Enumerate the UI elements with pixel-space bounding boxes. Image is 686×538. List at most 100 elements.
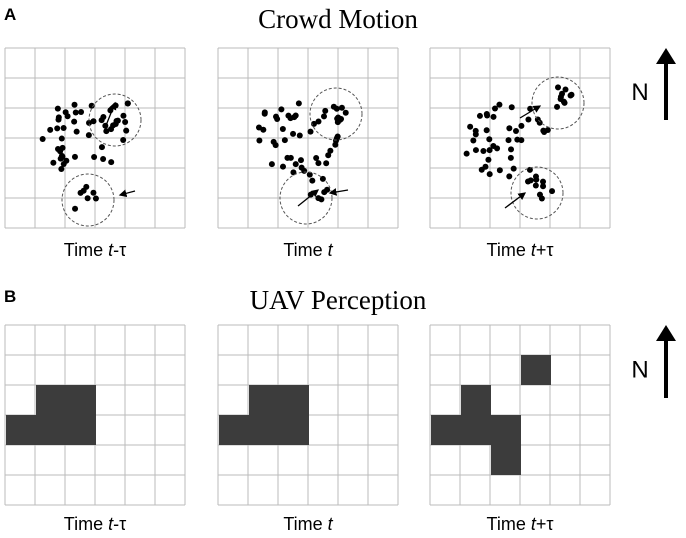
- occupied-cell: [279, 415, 309, 445]
- person-dot: [472, 131, 479, 138]
- person-dot: [332, 141, 339, 148]
- person-dot: [284, 154, 291, 161]
- person-dot: [114, 117, 121, 124]
- panel-letter: A: [4, 5, 16, 24]
- person-dot: [55, 116, 62, 123]
- occupied-cell: [66, 385, 96, 415]
- person-dot: [508, 104, 515, 111]
- person-dot: [334, 133, 341, 140]
- panel-letter: B: [4, 287, 16, 306]
- person-dot: [50, 159, 57, 166]
- person-dot: [518, 122, 525, 129]
- person-dot: [64, 113, 71, 120]
- person-dot: [279, 163, 286, 170]
- grid: [429, 47, 611, 229]
- person-dot: [268, 161, 275, 168]
- person-dot: [327, 147, 334, 154]
- person-dot: [309, 177, 316, 184]
- person-dot: [57, 155, 64, 162]
- person-dot: [47, 126, 54, 133]
- person-dot: [554, 103, 561, 110]
- time-label: Time t-τ: [64, 514, 126, 534]
- person-dot: [71, 153, 78, 160]
- north-label: N: [631, 79, 648, 106]
- occupied-cell: [249, 415, 279, 445]
- person-dot: [279, 125, 286, 132]
- label-var: t: [108, 514, 114, 534]
- person-dot: [496, 101, 503, 108]
- person-dot: [470, 137, 477, 144]
- group-ring: [531, 76, 585, 130]
- person-dot: [278, 106, 285, 113]
- person-dot: [292, 161, 299, 168]
- label-suffix: -τ: [113, 240, 126, 260]
- occupied-cell: [521, 355, 551, 385]
- person-dot: [78, 109, 85, 116]
- person-dot: [60, 124, 67, 131]
- north-arrowhead: [656, 325, 676, 341]
- person-dot: [315, 195, 322, 202]
- person-dot: [463, 150, 470, 157]
- label-var: t: [108, 240, 114, 260]
- time-label: Time t+τ: [487, 240, 554, 260]
- person-dot: [54, 125, 61, 132]
- person-dot: [120, 137, 127, 144]
- time-label: Time t: [283, 240, 333, 260]
- person-dot: [490, 113, 497, 120]
- person-dot: [476, 112, 483, 119]
- occupied-cell: [36, 415, 66, 445]
- person-dot: [122, 118, 129, 125]
- person-dot: [544, 127, 551, 134]
- person-dot: [485, 156, 492, 163]
- grid: [4, 47, 186, 229]
- motion-arrow: [297, 189, 320, 207]
- grid: [217, 47, 399, 229]
- person-dot: [274, 116, 281, 123]
- label-prefix: Time: [283, 240, 327, 260]
- person-dot: [71, 101, 78, 108]
- person-dot: [73, 128, 80, 135]
- label-prefix: Time: [487, 240, 531, 260]
- time-label: Time t: [283, 514, 333, 534]
- person-dot: [57, 148, 64, 155]
- person-dot: [467, 123, 474, 130]
- occupied-cell: [66, 415, 96, 445]
- person-dot: [290, 169, 297, 176]
- occupied-cell: [36, 385, 66, 415]
- person-dot: [290, 130, 297, 137]
- person-dot: [315, 160, 322, 167]
- occupied-cell: [461, 385, 491, 415]
- person-dot: [260, 126, 267, 133]
- person-dot: [296, 132, 303, 139]
- person-dot: [272, 142, 279, 149]
- label-suffix: +τ: [536, 240, 554, 260]
- person-dot: [98, 144, 105, 151]
- person-dot: [562, 86, 569, 93]
- person-dot: [532, 182, 539, 189]
- person-dot: [540, 127, 547, 134]
- person-dot: [555, 84, 562, 91]
- panel-title: UAV Perception: [250, 285, 427, 315]
- label-suffix: -τ: [113, 514, 126, 534]
- person-dot: [71, 118, 78, 125]
- person-dot: [533, 176, 540, 183]
- person-dot: [310, 120, 317, 127]
- group-ring: [510, 166, 564, 220]
- person-dot: [281, 137, 288, 144]
- motion-arrow: [519, 105, 542, 119]
- person-dot: [88, 102, 95, 109]
- person-dot: [63, 157, 70, 164]
- label-prefix: Time: [283, 514, 327, 534]
- person-dot: [256, 137, 263, 144]
- occupied-cell: [219, 415, 249, 445]
- person-dot: [321, 189, 328, 196]
- person-dot: [505, 137, 512, 144]
- occupied-cell: [249, 385, 279, 415]
- person-dot: [480, 148, 487, 155]
- person-dot: [512, 127, 519, 134]
- north-arrowhead: [656, 48, 676, 64]
- person-dot: [315, 118, 322, 125]
- label-var: t: [531, 514, 537, 534]
